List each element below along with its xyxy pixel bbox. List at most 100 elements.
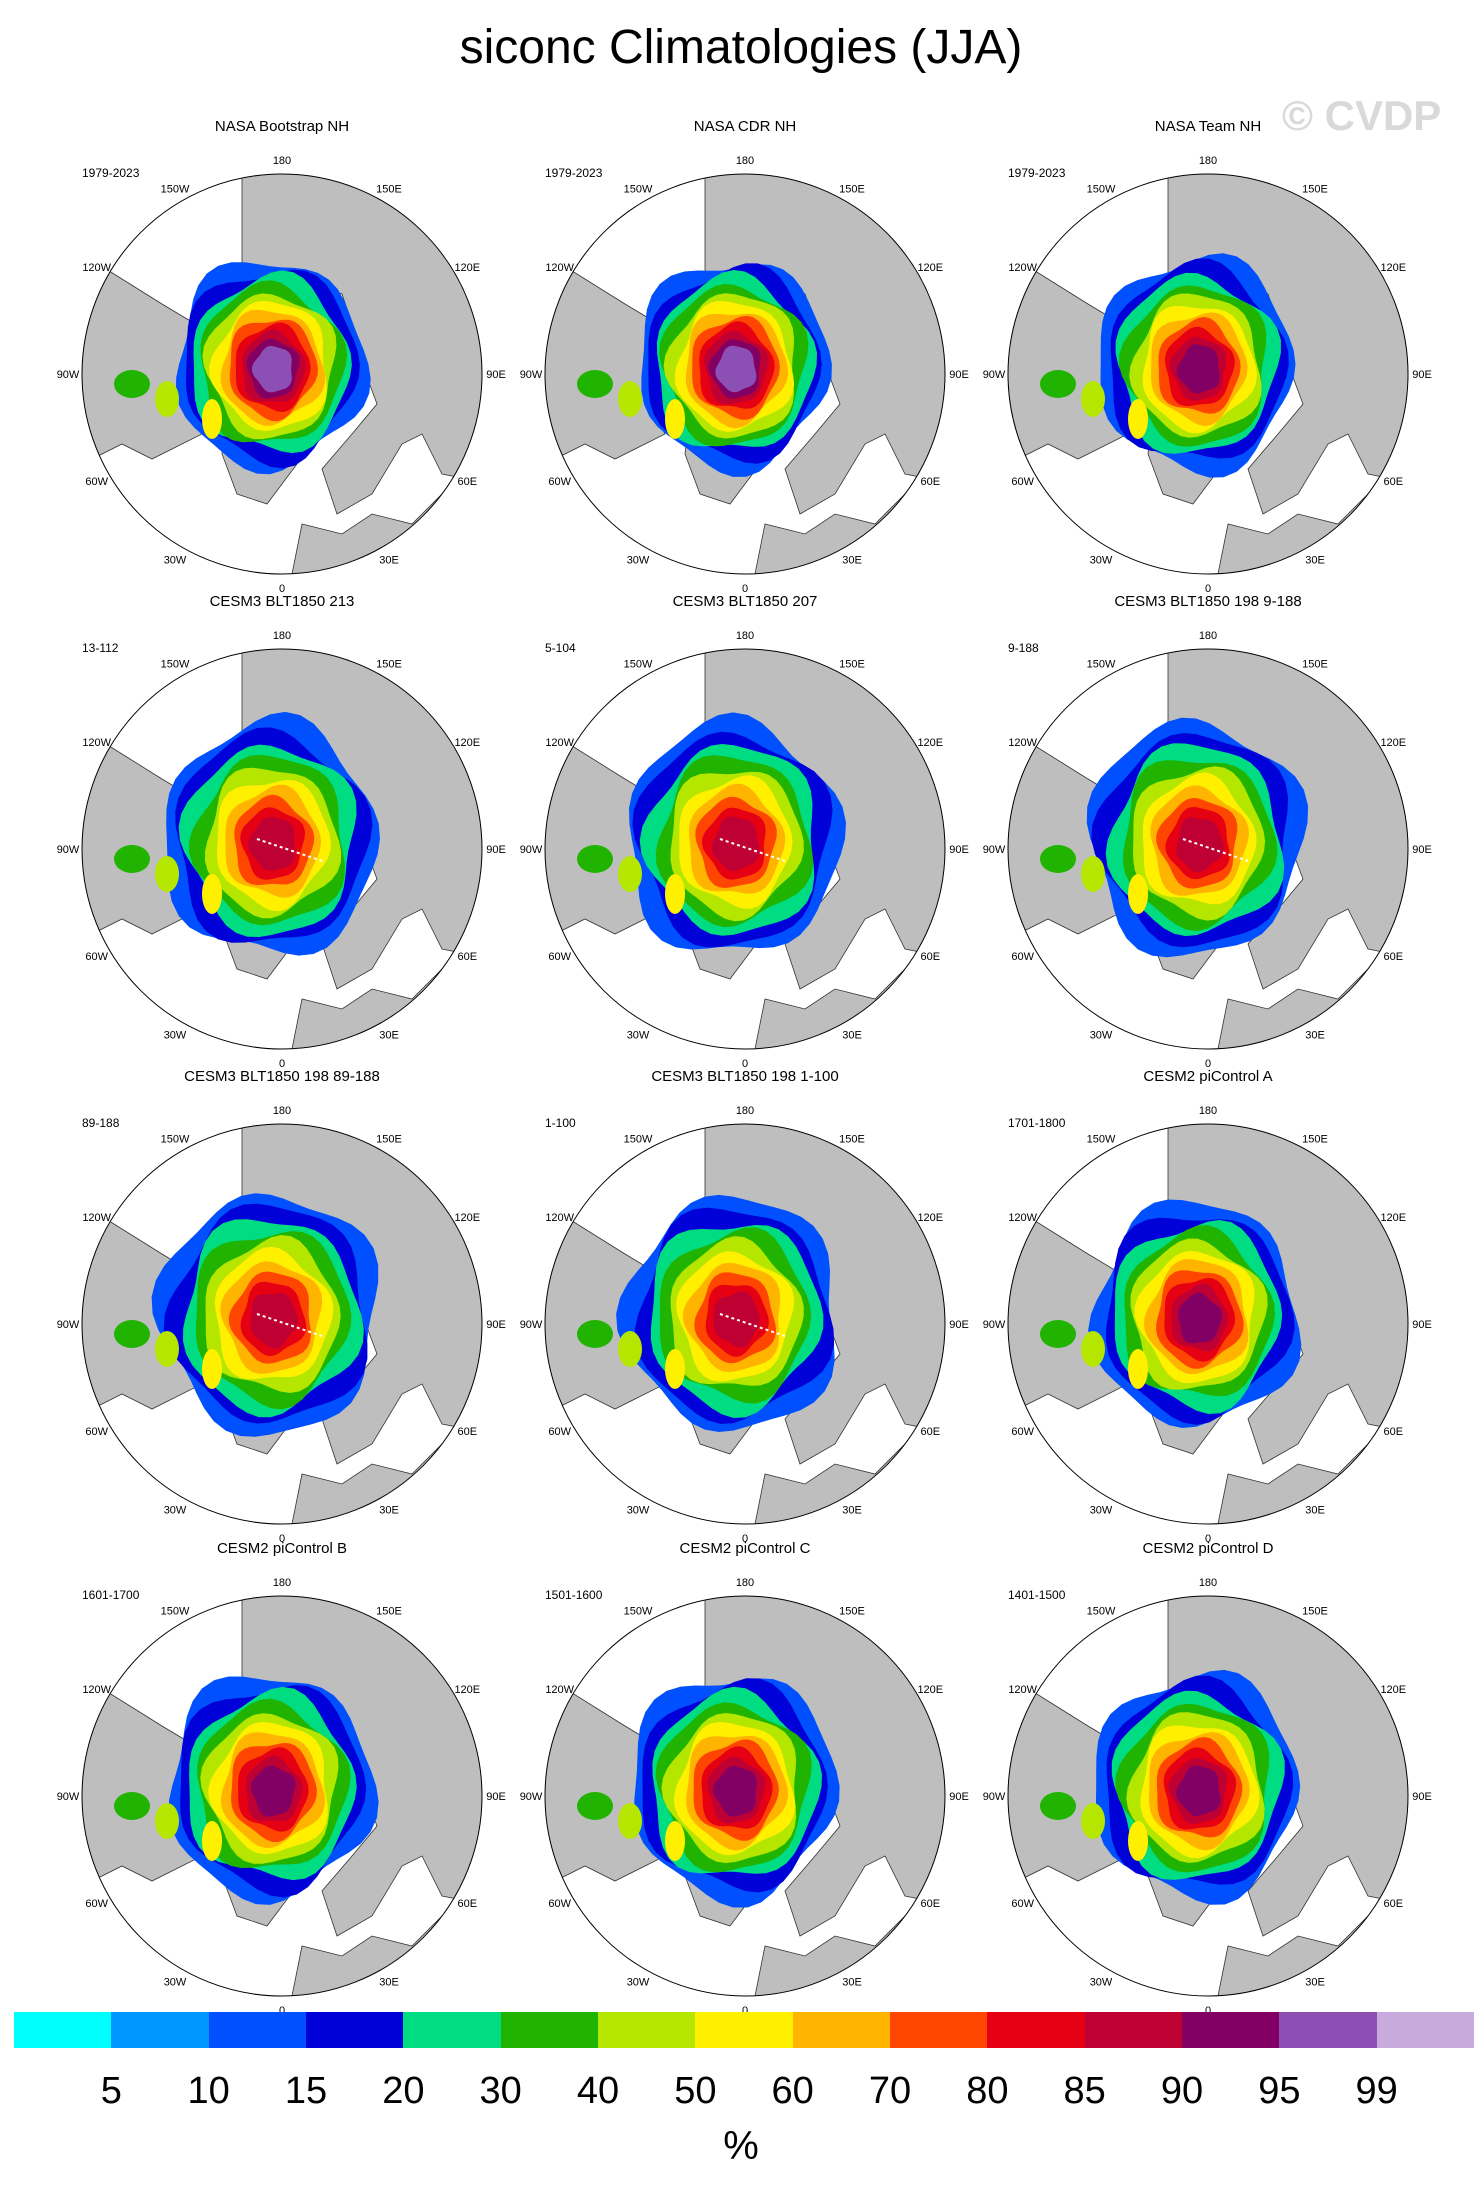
longitude-label: 60W [1011,951,1034,963]
panel-title: CESM2 piControl D [1142,1540,1274,1557]
marginal-ice-patch [1040,1792,1076,1820]
sea-ice-contour [250,1765,296,1817]
longitude-label: 150W [1087,184,1116,196]
longitude-label: 60E [1384,1426,1404,1438]
longitude-label: 30W [164,1029,187,1041]
panel-period: 1979-2023 [545,166,603,180]
marginal-ice-patch [618,381,642,417]
longitude-label: 30E [379,1029,399,1041]
longitude-label: 150E [1302,659,1328,671]
longitude-label: 60E [1384,476,1404,488]
marginal-ice-patch [618,856,642,892]
longitude-label: 90E [949,1319,969,1331]
colorbar-swatch [792,2012,890,2048]
longitude-label: 90E [949,1791,969,1803]
panel-title: CESM3 BLT1850 198 89-188 [184,1068,380,1085]
longitude-label: 0 [279,2005,285,2017]
longitude-label: 90E [486,369,506,381]
polar-map: 180 150E 120E 90E 60E 30E 0 30W 60W 90W 120W 150W [57,1105,506,1545]
polar-map: 180 150E 120E 90E 60E 30E 0 30W 60W 90W 120W 150W [983,630,1432,1070]
marginal-ice-patch [155,856,179,892]
longitude-label: 180 [1199,1105,1217,1117]
longitude-label: 90E [486,1319,506,1331]
colorbar-tick-label: 80 [966,2070,1009,2112]
marginal-ice-patch [1040,1320,1076,1348]
longitude-label: 60W [85,951,108,963]
longitude-label: 120E [454,1212,480,1224]
longitude-label: 60E [921,1426,941,1438]
longitude-label: 60E [921,476,941,488]
longitude-label: 150E [376,659,402,671]
longitude-label: 30W [1090,1504,1113,1516]
longitude-label: 180 [273,630,291,642]
longitude-label: 0 [742,583,748,595]
colorbar-tick-label: 90 [1160,2070,1204,2112]
longitude-label: 30W [627,1504,650,1516]
map-panel: NASA Team NH 1979-2023 180 150E 120E 90E 60E 30… [968,118,1448,595]
panel-title: NASA Team NH [1154,118,1262,135]
longitude-label: 60W [1011,1426,1034,1438]
marginal-ice-patch [202,399,222,439]
polar-map: 180 150E 120E 90E 60E 30E 0 30W 60W 90W 120W 150W [983,1105,1432,1545]
longitude-label: 180 [736,1577,754,1589]
colorbar-swatch [889,2012,988,2048]
longitude-label: 120E [454,1684,480,1696]
longitude-label: 150E [839,1134,865,1146]
longitude-label: 60W [85,476,108,488]
longitude-label: 120W [545,262,574,274]
longitude-label: 30W [627,1029,650,1041]
panel-period: 13-112 [82,641,119,655]
longitude-label: 120W [82,1212,111,1224]
longitude-label: 150W [161,1606,190,1618]
colorbar-tick-label: 60 [771,2070,814,2112]
longitude-label: 90W [983,844,1006,856]
colorbar-swatch [305,2012,404,2048]
longitude-label: 150W [161,184,190,196]
colorbar-tick-label: 30 [479,2070,522,2112]
marginal-ice-patch [202,1821,222,1861]
longitude-label: 30E [842,1029,862,1041]
marginal-ice-patch [665,1349,685,1389]
longitude-label: 120E [1380,1684,1406,1696]
marginal-ice-patch [1128,1821,1148,1861]
colorbar-swatch [208,2012,306,2048]
polar-map: 180 150E 120E 90E 60E 30E 0 30W 60W 90W 120W 150W [57,155,506,595]
panel-title: CESM2 piControl C [679,1540,811,1557]
longitude-label: 30E [842,554,862,566]
longitude-label: 120W [545,1212,574,1224]
longitude-label: 90E [1412,369,1432,381]
map-panel: CESM3 BLT1850 207 5-104 180 150E 120E 90E 60E 3… [505,593,985,1070]
longitude-label: 150W [624,184,653,196]
marginal-ice-patch [618,1803,642,1839]
map-panel: CESM3 BLT1850 198 89-188 89-188 180 150E 120… [42,1068,522,1545]
panel-period: 5-104 [545,641,576,655]
marginal-ice-patch [1081,381,1105,417]
colorbar-tick-label: 5 [100,2070,122,2112]
marginal-ice-patch [155,1803,179,1839]
map-panel: CESM2 piControl B 1601-1700 180 150E 120E 90E… [42,1540,522,2017]
panel-period: 9-188 [1008,641,1039,655]
longitude-label: 90W [983,1791,1006,1803]
longitude-label: 0 [1205,1058,1211,1070]
polar-map: 180 150E 120E 90E 60E 30E 0 30W 60W 90W 120W 150W [520,630,969,1070]
sea-ice-contour [247,816,296,872]
longitude-label: 60W [548,1426,571,1438]
marginal-ice-patch [577,1320,613,1348]
longitude-label: 90E [949,844,969,856]
longitude-label: 150W [624,1606,653,1618]
colorbar-swatch [1181,2012,1280,2048]
longitude-label: 0 [742,2005,748,2017]
panel-title: CESM3 BLT1850 207 [672,593,818,610]
colorbar-tick-label: 50 [674,2070,717,2112]
longitude-label: 180 [736,630,754,642]
longitude-label: 0 [279,1058,285,1070]
marginal-ice-patch [577,1792,613,1820]
sea-ice-contour [711,816,761,872]
longitude-label: 120W [545,1684,574,1696]
map-boundary [1007,648,1409,1050]
panel-period: 89-188 [82,1116,120,1130]
longitude-label: 180 [273,1577,291,1589]
longitude-label: 150W [161,1134,190,1146]
longitude-label: 30W [164,554,187,566]
longitude-label: 120E [917,1684,943,1696]
